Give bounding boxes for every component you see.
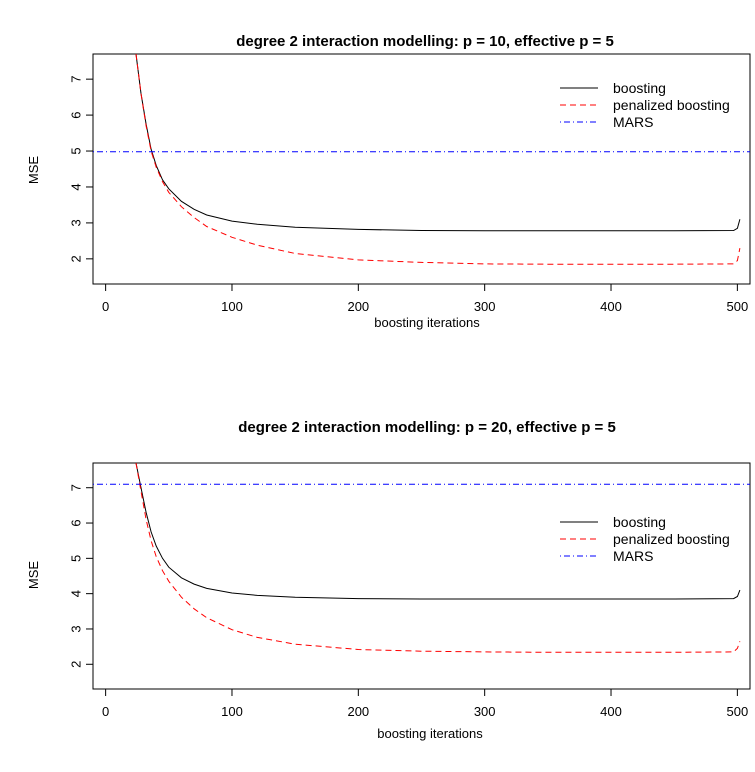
- y-tick-label: 7: [69, 76, 84, 83]
- legend-label: MARS: [613, 548, 653, 564]
- series-line-boosting: [135, 463, 741, 600]
- x-tick-label: 0: [102, 704, 109, 719]
- legend-label: boosting: [613, 514, 666, 530]
- plot-area: [92, 462, 751, 690]
- plot-area: [92, 53, 751, 285]
- y-tick-label: 3: [69, 625, 84, 632]
- x-axis-label: boosting iterations: [374, 315, 480, 330]
- y-tick-label: 7: [69, 484, 84, 491]
- legend-label: penalized boosting: [613, 531, 730, 547]
- chart-panel-top: degree 2 interaction modelling: p = 10, …: [26, 33, 751, 330]
- x-tick-label: 0: [102, 299, 109, 314]
- chart-title: degree 2 interaction modelling: p = 20, …: [238, 419, 616, 436]
- x-tick-label: 200: [347, 299, 369, 314]
- x-tick-label: 500: [727, 299, 749, 314]
- legend-label: MARS: [613, 114, 653, 130]
- x-tick-label: 400: [600, 704, 622, 719]
- y-tick-label: 4: [69, 183, 84, 190]
- x-tick-label: 400: [600, 299, 622, 314]
- y-tick-label: 6: [69, 519, 84, 526]
- x-tick-label: 500: [727, 704, 749, 719]
- y-axis-label: MSE: [26, 561, 41, 590]
- chart-panel-bottom: degree 2 interaction modelling: p = 20, …: [26, 419, 751, 741]
- y-tick-label: 6: [69, 111, 84, 118]
- x-tick-label: 200: [347, 704, 369, 719]
- legend-label: boosting: [613, 80, 666, 96]
- y-axis-label: MSE: [26, 156, 41, 185]
- x-axis-label: boosting iterations: [377, 726, 483, 741]
- x-tick-label: 100: [221, 704, 243, 719]
- x-tick-label: 300: [474, 704, 496, 719]
- y-tick-label: 5: [69, 555, 84, 562]
- x-tick-label: 100: [221, 299, 243, 314]
- legend-label: penalized boosting: [613, 97, 730, 113]
- y-tick-label: 2: [69, 255, 84, 262]
- y-tick-label: 2: [69, 661, 84, 668]
- y-tick-label: 5: [69, 147, 84, 154]
- y-tick-label: 4: [69, 590, 84, 597]
- chart-title: degree 2 interaction modelling: p = 10, …: [236, 33, 614, 50]
- y-tick-label: 3: [69, 219, 84, 226]
- series-line-boosting: [135, 54, 741, 232]
- series-line-penalized-boosting: [135, 54, 741, 265]
- x-tick-label: 300: [474, 299, 496, 314]
